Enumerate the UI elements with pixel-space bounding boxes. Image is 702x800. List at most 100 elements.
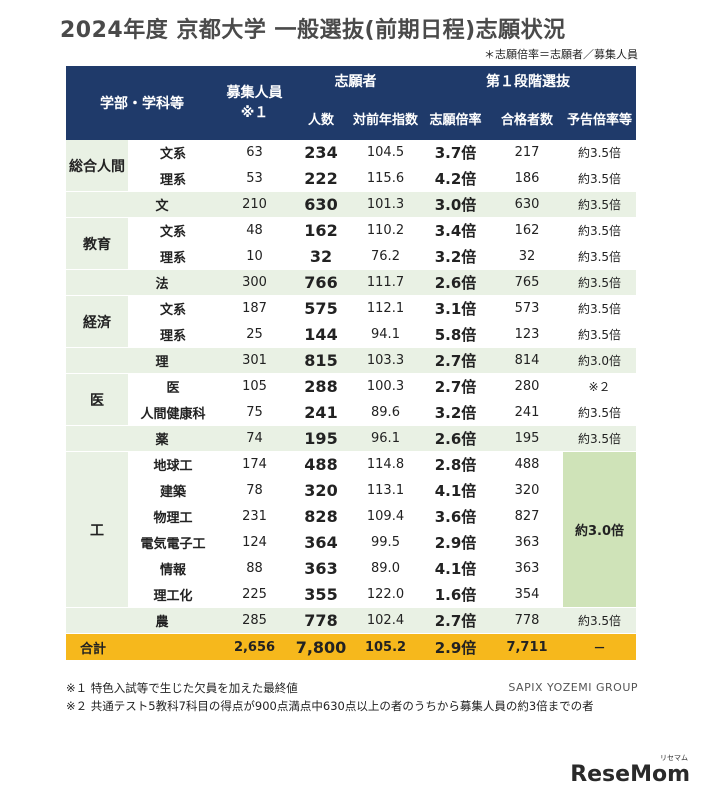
dept-label: 理系: [128, 321, 218, 348]
announced-ratio-cell: 約3.5倍: [563, 191, 636, 218]
capacity-cell: 63: [218, 140, 291, 166]
dept-label: 人間健康科: [128, 399, 218, 426]
ratio-cell: 3.6倍: [420, 503, 491, 530]
applicants-cell: 222: [291, 165, 351, 192]
ratio-cell: 4.2倍: [420, 165, 491, 192]
dept-label: 文: [66, 191, 218, 218]
ratio-cell: 4.1倍: [420, 555, 491, 582]
faculty-label: 医: [66, 373, 128, 426]
ratio-cell: 3.2倍: [420, 399, 491, 426]
ratio-cell: 3.2倍: [420, 243, 491, 270]
dept-label: 理: [66, 347, 218, 374]
passers-cell: 363: [491, 529, 563, 556]
announced-ratio-cell: 約3.5倍: [563, 140, 636, 166]
ratio-cell: 2.7倍: [420, 373, 491, 400]
announced-ratio-cell: 約3.5倍: [563, 425, 636, 452]
applicants-cell: 363: [291, 555, 351, 582]
ratio-cell: 3.1倍: [420, 295, 491, 322]
ratio-cell: 2.7倍: [420, 607, 491, 634]
table-row: 文 210 630 101.3 3.0倍 630 約3.5倍: [66, 191, 636, 218]
ratio-cell: 3.7倍: [420, 140, 491, 166]
dept-label: 理工化: [128, 581, 218, 608]
applicants-cell: 778: [291, 607, 351, 634]
table-row: 人間健康科 75 241 89.6 3.2倍 241 約3.5倍: [66, 399, 636, 426]
table-row: 農 285 778 102.4 2.7倍 778 約3.5倍: [66, 607, 636, 634]
table-row: 電気電子工 124 364 99.5 2.9倍 363: [66, 529, 636, 556]
capacity-cell: 48: [218, 217, 291, 244]
ratio-definition-note: ＊志願倍率＝志願者／募集人員: [484, 48, 638, 61]
dept-label: 理系: [128, 165, 218, 192]
faculty-label: 工: [66, 451, 128, 608]
dept-label: 理系: [128, 243, 218, 270]
prev-index-cell: 114.8: [351, 451, 420, 478]
application-status-table: 学部・学科等 募集人員 ※１ 志願者 第１段階選抜 人数 対前年指数 志願倍率 合…: [66, 66, 636, 661]
prev-index-cell: 100.3: [351, 373, 420, 400]
dept-label: 文系: [128, 217, 218, 244]
dept-label: 薬: [66, 425, 218, 452]
passers-cell: 765: [491, 269, 563, 296]
header-applicants: 志願者: [291, 66, 420, 96]
footnote-2: ※２ 共通テスト5教科7科目の得点が900点満点中630点以上の者のうちから募集…: [66, 699, 594, 713]
ratio-cell: 2.6倍: [420, 269, 491, 296]
prev-index-cell: 115.6: [351, 165, 420, 192]
dept-label: 農: [66, 607, 218, 634]
passers-cell: 320: [491, 477, 563, 504]
total-label: 合計: [66, 633, 218, 661]
capacity-cell: 210: [218, 191, 291, 218]
prev-index-cell: 110.2: [351, 217, 420, 244]
table-row: 理系 25 144 94.1 5.8倍 123 約3.5倍: [66, 321, 636, 348]
capacity-cell: 285: [218, 607, 291, 634]
passers-cell: 630: [491, 191, 563, 218]
announced-ratio-cell: 約3.5倍: [563, 607, 636, 634]
ratio-cell: 1.6倍: [420, 581, 491, 608]
prev-index-cell: 111.7: [351, 269, 420, 296]
dept-label: 医: [128, 373, 218, 400]
prev-index-cell: 94.1: [351, 321, 420, 348]
capacity-cell: 124: [218, 529, 291, 556]
capacity-cell: 174: [218, 451, 291, 478]
dept-label: 物理工: [128, 503, 218, 530]
table-row: 経済 文系 187 575 112.1 3.1倍 573 約3.5倍: [66, 295, 636, 348]
prev-index-cell: 112.1: [351, 295, 420, 322]
capacity-cell: 25: [218, 321, 291, 348]
passers-cell: 814: [491, 347, 563, 374]
ratio-cell: 2.7倍: [420, 347, 491, 374]
ratio-cell: 4.1倍: [420, 477, 491, 504]
table-row: 情報 88 363 89.0 4.1倍 363: [66, 555, 636, 582]
applicants-cell: 195: [291, 425, 351, 452]
source-credit: SAPIX YOZEMI GROUP: [508, 681, 638, 694]
header-announced-ratio: 予告倍率等: [563, 96, 636, 140]
prev-index-cell: 103.3: [351, 347, 420, 374]
passers-cell: 162: [491, 217, 563, 244]
ratio-cell: 2.8倍: [420, 451, 491, 478]
dept-label: 文系: [128, 295, 218, 322]
prev-index-cell: 102.4: [351, 607, 420, 634]
dept-label: 文系: [128, 140, 218, 166]
capacity-cell: 225: [218, 581, 291, 608]
header-dept: 学部・学科等: [66, 66, 218, 140]
passers-cell: 241: [491, 399, 563, 426]
passers-cell: 827: [491, 503, 563, 530]
capacity-cell: 105: [218, 373, 291, 400]
announced-ratio-cell: 約3.5倍: [563, 269, 636, 296]
faculty-label: 教育: [66, 217, 128, 270]
ratio-cell: 5.8倍: [420, 321, 491, 348]
ratio-cell: 3.0倍: [420, 191, 491, 218]
applicants-cell: 766: [291, 269, 351, 296]
announced-ratio-cell: 約3.5倍: [563, 217, 636, 244]
capacity-cell: 187: [218, 295, 291, 322]
header-passers: 合格者数: [491, 96, 563, 140]
prev-index-cell: 99.5: [351, 529, 420, 556]
prev-index-cell: 76.2: [351, 243, 420, 270]
header-stage1: 第１段階選抜: [420, 66, 636, 96]
prev-index-cell: 109.4: [351, 503, 420, 530]
ratio-cell: 3.4倍: [420, 217, 491, 244]
resemom-logo: ReseMom リセマム: [570, 754, 690, 787]
table-row: 医 医 105 288 100.3 2.7倍 280 ※２: [66, 373, 636, 426]
table-row: 総合人間 文系 63 234 104.5 3.7倍 217 約3.5倍: [66, 140, 636, 192]
table-row: 理工化 225 355 122.0 1.6倍 354: [66, 581, 636, 608]
capacity-cell: 231: [218, 503, 291, 530]
total-capacity: 2,656: [218, 633, 291, 661]
logo-text: ReseMom: [570, 762, 690, 787]
total-applicants: 7,800: [291, 633, 351, 661]
